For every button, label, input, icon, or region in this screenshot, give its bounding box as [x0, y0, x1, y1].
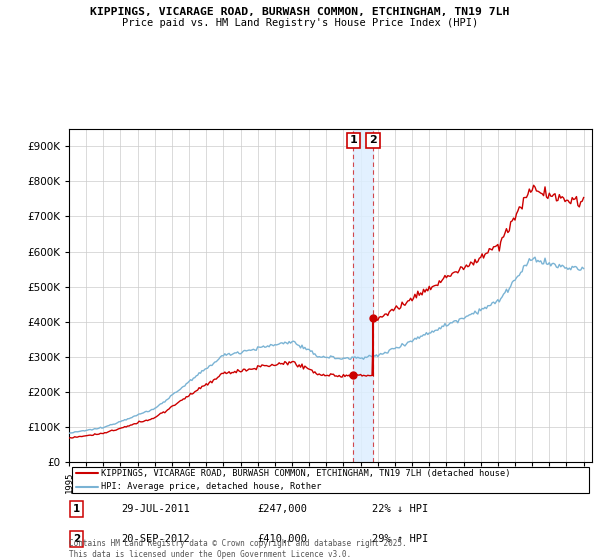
Text: 29% ↑ HPI: 29% ↑ HPI [373, 534, 429, 544]
Text: £410,000: £410,000 [257, 534, 307, 544]
Text: 29-JUL-2011: 29-JUL-2011 [121, 503, 190, 514]
FancyBboxPatch shape [71, 466, 589, 493]
Bar [353, 129, 373, 462]
Text: £247,000: £247,000 [257, 503, 307, 514]
Text: HPI: Average price, detached house, Rother: HPI: Average price, detached house, Roth… [101, 482, 322, 491]
Text: 1: 1 [73, 503, 80, 514]
Text: KIPPINGS, VICARAGE ROAD, BURWASH COMMON, ETCHINGHAM, TN19 7LH: KIPPINGS, VICARAGE ROAD, BURWASH COMMON,… [91, 7, 509, 17]
Text: 2: 2 [73, 534, 80, 544]
Text: 22% ↓ HPI: 22% ↓ HPI [373, 503, 429, 514]
Text: KIPPINGS, VICARAGE ROAD, BURWASH COMMON, ETCHINGHAM, TN19 7LH (detached house): KIPPINGS, VICARAGE ROAD, BURWASH COMMON,… [101, 469, 511, 478]
Text: 1: 1 [350, 136, 357, 146]
Text: 2: 2 [369, 136, 377, 146]
Text: 20-SEP-2012: 20-SEP-2012 [121, 534, 190, 544]
Text: Price paid vs. HM Land Registry's House Price Index (HPI): Price paid vs. HM Land Registry's House … [122, 18, 478, 28]
Text: Contains HM Land Registry data © Crown copyright and database right 2025.
This d: Contains HM Land Registry data © Crown c… [69, 539, 407, 559]
